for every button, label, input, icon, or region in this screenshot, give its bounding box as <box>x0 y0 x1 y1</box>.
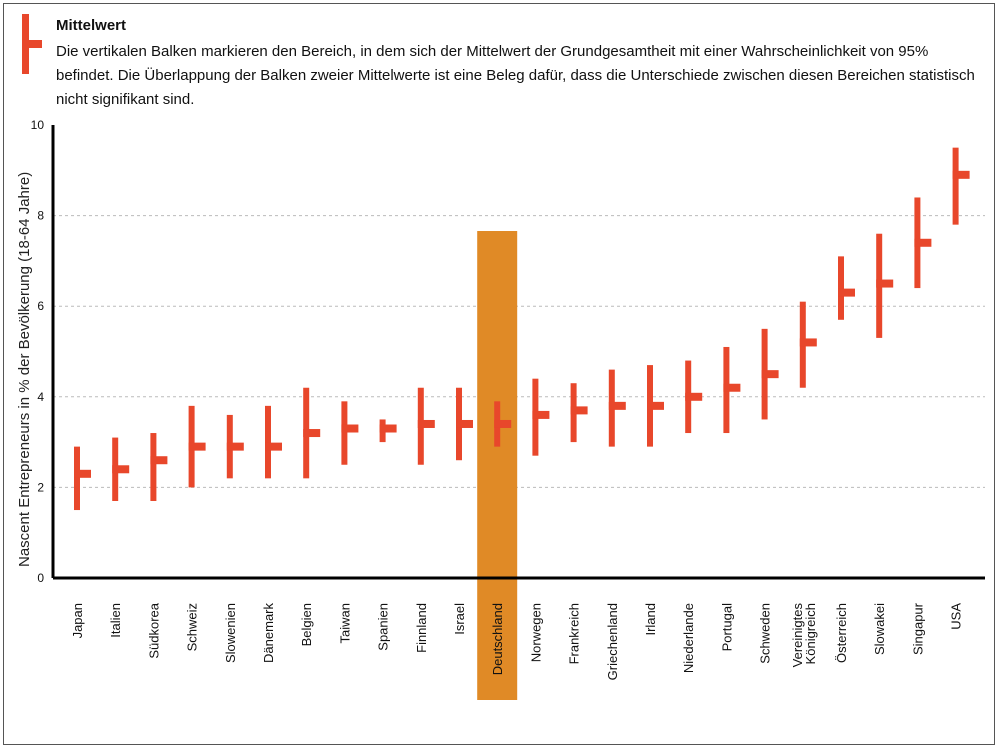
mean-marker <box>914 238 932 247</box>
mean-marker <box>532 410 550 419</box>
mean-marker <box>761 370 779 379</box>
category-label: Österreich <box>834 603 849 663</box>
chart-frame <box>3 3 995 745</box>
mean-marker <box>494 419 512 428</box>
error-bar-range <box>838 256 844 320</box>
category-label: Slowakei <box>872 603 887 655</box>
mean-marker <box>303 429 321 438</box>
category-label: Deutschland <box>490 603 505 675</box>
category-label: VereinigtesKönigreich <box>790 603 818 668</box>
legend-description: Die vertikalen Balken markieren den Bere… <box>56 43 975 108</box>
category-label: Belgien <box>299 603 314 646</box>
category-label: Norwegen <box>528 603 543 662</box>
category-label: Spanien <box>376 603 391 651</box>
category-label: Schweden <box>758 603 773 664</box>
highlight-band <box>477 231 518 700</box>
mean-marker <box>723 383 741 392</box>
mean-marker <box>74 469 91 478</box>
mean-marker <box>341 424 359 433</box>
error-bar-range <box>952 147 959 225</box>
mean-marker <box>647 401 664 410</box>
mean-marker <box>838 288 855 297</box>
mean-marker <box>608 401 626 410</box>
category-label: Irland <box>643 603 658 636</box>
y-tick-label: 4 <box>37 390 44 404</box>
mean-marker <box>112 465 130 474</box>
category-label: Portugal <box>719 603 734 652</box>
mean-marker <box>188 442 206 451</box>
y-tick-label: 2 <box>37 480 44 494</box>
category-label: Südkorea <box>146 602 161 658</box>
category-label: Schweiz <box>185 603 200 651</box>
y-tick-label: 6 <box>37 299 44 313</box>
mean-marker <box>150 456 168 465</box>
error-bar-range <box>150 433 157 501</box>
category-label: Frankreich <box>567 603 582 664</box>
mean-marker <box>799 338 817 347</box>
mean-marker <box>685 392 703 401</box>
mean-marker <box>379 424 397 433</box>
category-label: Japan <box>70 603 85 638</box>
legend-title: Mittelwert <box>56 17 127 34</box>
category-label: Israel <box>452 603 467 635</box>
category-label: Finnland <box>414 603 429 653</box>
mean-marker <box>417 419 435 428</box>
error-bar-range <box>265 405 271 479</box>
category-label: USA <box>949 603 964 630</box>
category-label: Griechenland <box>605 603 620 680</box>
y-tick-label: 8 <box>37 209 44 223</box>
category-label: Slowenien <box>223 603 238 663</box>
mean-marker <box>876 279 894 288</box>
mean-marker <box>265 442 282 451</box>
error-bar-range <box>341 401 348 465</box>
legend-marker-icon <box>22 14 42 74</box>
y-tick-label: 10 <box>31 118 45 132</box>
mean-marker <box>456 419 473 428</box>
category-label: Taiwan <box>337 603 352 643</box>
error-bar-range <box>74 446 80 511</box>
mean-marker <box>226 442 244 451</box>
category-label: Niederlande <box>681 603 696 673</box>
category-label: Singapur <box>910 602 925 655</box>
mean-marker <box>952 170 970 179</box>
mean-marker <box>570 406 588 415</box>
category-label: Dänemark <box>261 603 276 663</box>
category-label: Italien <box>108 603 123 638</box>
y-tick-label: 0 <box>37 571 44 585</box>
